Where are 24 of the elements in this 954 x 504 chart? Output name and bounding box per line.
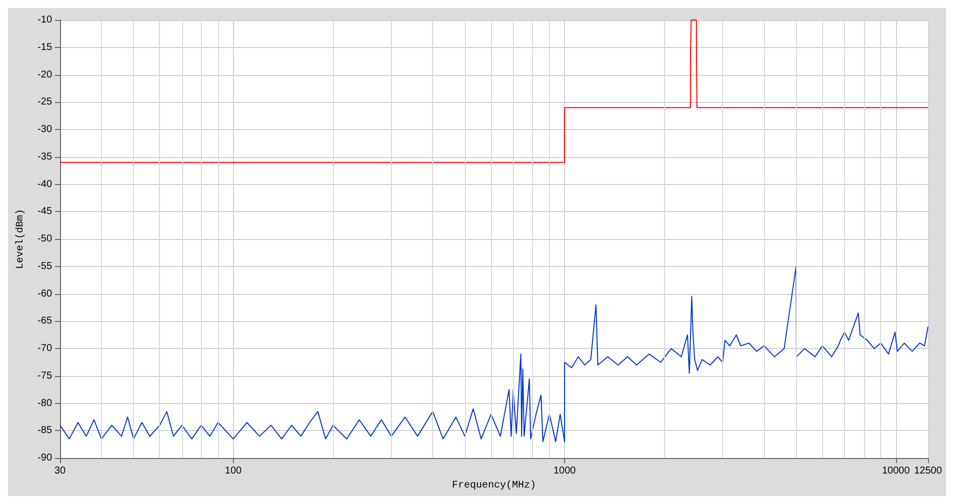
y-tick-label: -40 (38, 178, 52, 190)
y-tick-label: -90 (38, 452, 52, 464)
y-tick-label: -20 (38, 69, 52, 80)
x-axis-title: Frequency(MHz) (452, 480, 536, 492)
x-tick-label: 100 (224, 466, 242, 477)
y-tick-label: -80 (38, 398, 52, 409)
y-tick-label: -10 (38, 14, 52, 26)
x-tick-label: 12500 (914, 466, 942, 477)
x-tick-label: 10000 (882, 466, 910, 477)
y-tick-label: -75 (38, 370, 52, 382)
x-tick-label: 30 (54, 466, 66, 477)
y-tick-label: -55 (38, 260, 52, 272)
x-tick-label: 1000 (553, 466, 576, 477)
y-tick-label: -85 (38, 425, 52, 436)
y-tick-label: -25 (38, 96, 52, 108)
y-tick-label: -15 (38, 42, 52, 53)
y-tick-label: -45 (38, 206, 52, 218)
y-tick-label: -50 (38, 234, 52, 245)
y-tick-label: -30 (38, 124, 52, 136)
y-axis-title: Level(dBm) (14, 209, 26, 270)
y-tick-label: -65 (38, 316, 52, 327)
y-tick-label: -35 (38, 151, 52, 162)
y-tick-label: -70 (38, 343, 52, 354)
y-tick-label: -60 (38, 288, 52, 300)
